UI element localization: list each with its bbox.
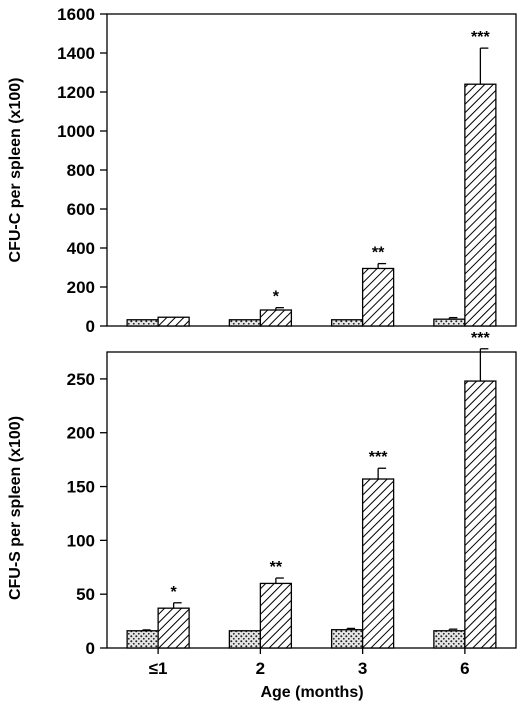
y-tick-label: 800: [67, 161, 95, 180]
cfu-s-panel: CFU-S per spleen (x100) Age (months) 0 50…: [7, 330, 517, 701]
bar-hatched: [361, 478, 395, 649]
y-axis-label: CFU-C per spleen (x100): [7, 78, 24, 263]
y-tick-label: 250: [67, 370, 95, 389]
bar-dotted: [330, 629, 364, 649]
y-tick-label: 150: [67, 478, 95, 497]
significance-label: *: [273, 289, 280, 306]
x-tick-label: 3: [358, 659, 367, 678]
y-tick-label: 50: [76, 585, 95, 604]
plot-frame: [106, 351, 517, 649]
y-tick-label: 1400: [57, 44, 95, 63]
cfu-c-panel: CFU-C per spleen (x100) 0 200 400 600 800 100…: [7, 5, 517, 336]
x-tick-label: 2: [256, 659, 265, 678]
plot-frame: [106, 13, 517, 327]
y-tick-label: 0: [86, 317, 95, 336]
x-tick-label: ≤1: [149, 659, 168, 678]
bar-hatched: [464, 380, 497, 649]
significance-label: ***: [369, 449, 388, 466]
significance-label: **: [372, 245, 385, 262]
y-tick-label: 1000: [57, 122, 95, 141]
y-tick-label: 400: [67, 239, 95, 258]
bar-hatched: [259, 582, 293, 649]
bar-dotted: [433, 630, 466, 649]
y-tick-label: 200: [67, 424, 95, 443]
y-axis-label: CFU-S per spleen (x100): [7, 416, 24, 600]
y-tick-label: 600: [67, 200, 95, 219]
x-tick-label: 6: [460, 659, 469, 678]
y-tick-label: 1200: [57, 83, 95, 102]
y-tick-label: 1600: [57, 5, 95, 24]
significance-label: *: [171, 584, 178, 601]
significance-label: **: [270, 559, 283, 576]
bar-hatched: [361, 267, 395, 327]
bar-hatched: [157, 316, 190, 327]
bar-dotted: [228, 319, 262, 327]
bar-hatched: [259, 309, 293, 327]
bar-dotted: [126, 319, 159, 327]
bar-dotted: [126, 630, 159, 649]
y-tick-label: 100: [67, 531, 95, 550]
bar-dotted: [228, 630, 262, 649]
y-tick-label: 0: [86, 639, 95, 658]
bar-hatched: [157, 607, 190, 649]
bar-dotted: [330, 319, 364, 327]
significance-label: ***: [471, 29, 490, 46]
significance-label: ***: [471, 330, 490, 347]
x-axis-label: Age (months): [260, 684, 363, 701]
bar-dotted: [433, 318, 466, 327]
y-tick-label: 200: [67, 278, 95, 297]
bar-hatched: [464, 83, 497, 327]
